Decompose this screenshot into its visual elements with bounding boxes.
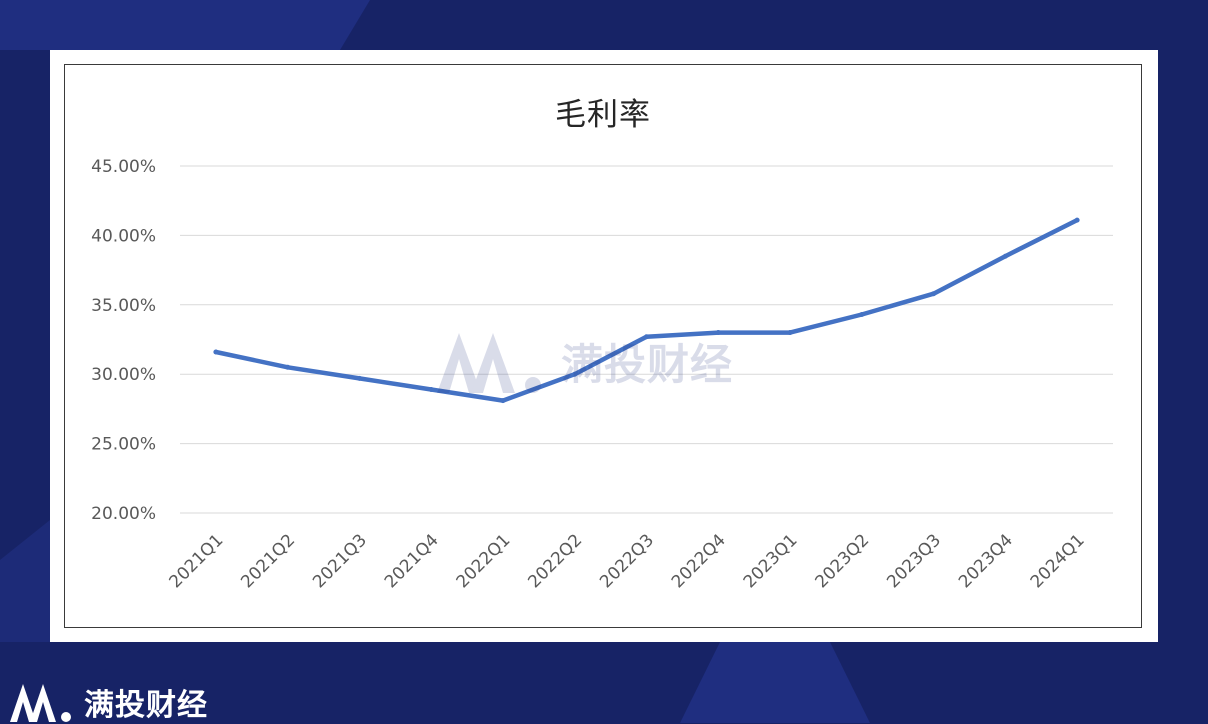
- x-tick-label: 2022Q4: [668, 530, 730, 592]
- y-tick-label: 45.00%: [91, 157, 156, 177]
- data-point: [644, 334, 649, 340]
- data-point: [356, 375, 362, 381]
- chart-title: 毛利率: [555, 97, 651, 133]
- data-point: [787, 330, 793, 336]
- x-tick-label: 2021Q2: [237, 530, 299, 592]
- y-tick-label: 30.00%: [91, 365, 156, 385]
- x-tick-label: 2023Q1: [740, 530, 802, 592]
- x-tick-label: 2021Q3: [309, 530, 371, 592]
- data-point: [715, 330, 721, 336]
- y-tick-label: 40.00%: [91, 226, 156, 246]
- x-tick-label: 2021Q4: [381, 530, 443, 592]
- footer-brand-name: 满投财经: [84, 688, 208, 723]
- chart-frame: 20.00% 25.00% 30.00% 35.00% 40.00% 45.00% 2021…: [64, 64, 1142, 628]
- y-tick-label: 25.00%: [91, 435, 156, 455]
- y-tick-label: 35.00%: [91, 296, 156, 316]
- data-point: [859, 312, 865, 318]
- chart-panel: 20.00% 25.00% 30.00% 35.00% 40.00% 45.00% 2021…: [50, 50, 1158, 642]
- line-chart: 20.00% 25.00% 30.00% 35.00% 40.00% 45.00% 2021…: [91, 157, 1113, 592]
- data-point: [500, 398, 506, 404]
- data-point: [931, 291, 937, 297]
- brand-logo-icon: [10, 684, 71, 722]
- x-tick-label: 2022Q1: [453, 530, 515, 592]
- x-tick-label: 2023Q4: [955, 530, 1017, 592]
- data-point: [285, 364, 291, 370]
- x-tick-label: 2022Q2: [524, 530, 586, 592]
- x-tick-label: 2022Q3: [596, 530, 658, 592]
- x-tick-label: 2023Q3: [883, 530, 945, 592]
- x-tick-label: 2024Q1: [1027, 530, 1089, 592]
- data-point: [428, 386, 434, 392]
- x-tick-label: 2021Q1: [166, 530, 228, 592]
- data-point: [572, 371, 578, 377]
- series-line: [213, 217, 1080, 403]
- y-tick-label: 20.00%: [91, 504, 156, 524]
- data-point: [1002, 253, 1008, 259]
- footer-brand: 满投财经: [10, 680, 208, 724]
- x-tick-label: 2023Q2: [811, 530, 873, 592]
- data-point: [1074, 217, 1080, 223]
- data-point: [213, 349, 219, 355]
